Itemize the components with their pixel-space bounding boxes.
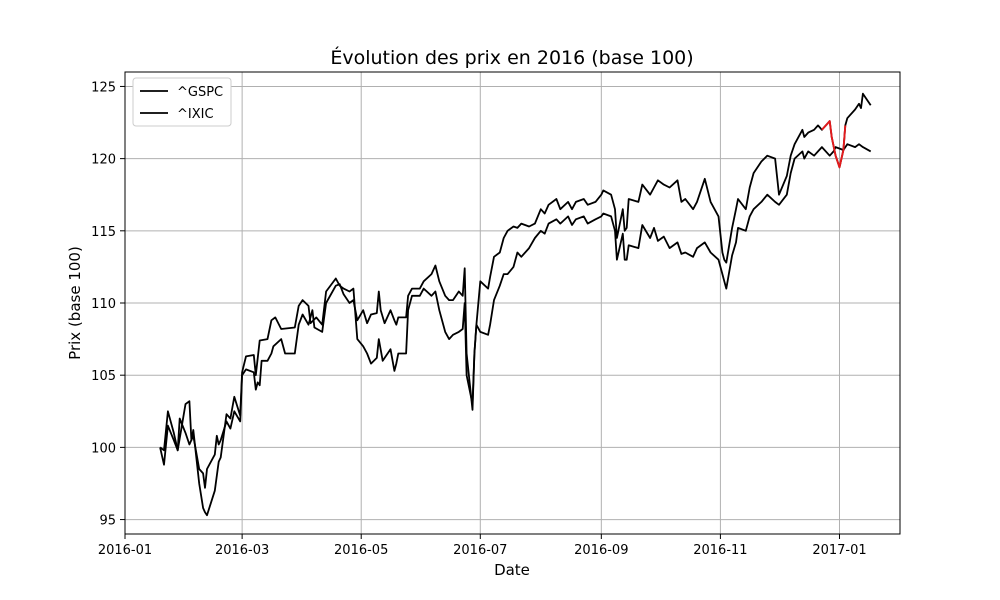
x-tick-label: 2016-01 xyxy=(98,543,152,558)
y-tick-label: 100 xyxy=(91,441,116,456)
y-tick-label: 105 xyxy=(91,369,116,384)
legend: ^GSPC ^IXIC xyxy=(132,77,232,127)
x-tick-label: 2016-03 xyxy=(215,543,269,558)
legend-box xyxy=(132,77,232,127)
y-tick-label: 125 xyxy=(91,80,116,95)
series-line-1 xyxy=(159,92,872,517)
y-tick-label: 115 xyxy=(91,225,116,240)
chart-title: Évolution des prix en 2016 (base 100) xyxy=(330,46,693,69)
x-axis-ticks: 2016-01 2016-03 2016-05 2016-07 2016-09 2016-… xyxy=(98,534,867,558)
x-tick-label: 2016-09 xyxy=(574,543,628,558)
series-lines xyxy=(159,92,872,517)
x-axis-label: Date xyxy=(494,561,530,579)
x-tick-label: 2016-05 xyxy=(334,543,388,558)
y-axis-ticks: 95 100 105 110 115 120 125 xyxy=(91,80,125,529)
grid xyxy=(124,72,900,534)
y-tick-label: 120 xyxy=(91,153,116,168)
y-axis-label: Prix (base 100) xyxy=(66,246,84,360)
x-tick-label: 2016-11 xyxy=(693,543,747,558)
x-tick-label: 2016-07 xyxy=(453,543,507,558)
series-line-0 xyxy=(159,143,872,489)
y-tick-label: 95 xyxy=(99,514,116,529)
highlight-segment xyxy=(821,120,847,169)
legend-label-ixic: ^IXIC xyxy=(177,107,214,122)
y-tick-label: 110 xyxy=(91,297,116,312)
legend-label-gspc: ^GSPC xyxy=(177,85,223,100)
x-tick-label: 2017-01 xyxy=(812,543,866,558)
